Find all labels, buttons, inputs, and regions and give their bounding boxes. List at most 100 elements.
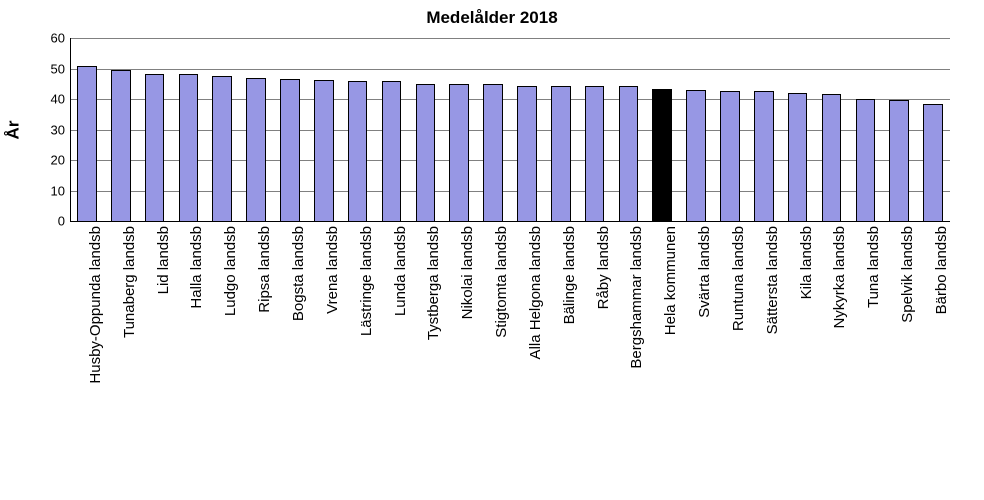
bar: [551, 86, 571, 222]
x-label-slot: Tuna landsb: [848, 226, 882, 496]
x-tick-label: Bälinge landsb: [561, 226, 578, 324]
bar-slot: [815, 38, 849, 222]
bar: [686, 90, 706, 222]
x-tick-label: Svärta landsb: [696, 226, 713, 318]
bar-slot: [848, 38, 882, 222]
x-tick-label: Ludgo landsb: [222, 226, 239, 316]
x-label-slot: Bogsta landsb: [273, 226, 307, 496]
bar: [652, 89, 672, 222]
bar-slot: [239, 38, 273, 222]
bar-slot: [612, 38, 646, 222]
bar-slot: [645, 38, 679, 222]
y-tick-label: 60: [51, 31, 71, 46]
bar: [179, 74, 199, 222]
x-label-slot: Husby-Oppunda landsb: [70, 226, 104, 496]
x-tick-label: Lid landsb: [155, 226, 172, 294]
bar: [754, 91, 774, 222]
bar-slot: [375, 38, 409, 222]
bar: [145, 74, 165, 222]
x-axis-labels: Husby-Oppunda landsb Tunaberg landsb Lid l…: [70, 226, 950, 496]
bar: [788, 93, 808, 222]
bar: [416, 84, 436, 222]
bar-slot: [408, 38, 442, 222]
bar: [314, 80, 334, 222]
x-tick-label: Runtuna landsb: [730, 226, 747, 331]
bar: [889, 100, 909, 222]
x-label-slot: Alla Helgona landsb: [510, 226, 544, 496]
bars-container: [70, 38, 950, 222]
y-axis-label: År: [4, 38, 23, 222]
bar-slot: [713, 38, 747, 222]
bar-slot: [307, 38, 341, 222]
chart-title: Medelålder 2018: [0, 8, 984, 28]
y-tick-label: 10: [51, 183, 71, 198]
x-tick-label: Hela kommunen: [662, 226, 679, 335]
bar-slot: [679, 38, 713, 222]
x-label-slot: Kila landsb: [781, 226, 815, 496]
bar: [720, 91, 740, 222]
x-tick-label: Tuna landsb: [865, 226, 882, 308]
x-tick-label: Ripsa landsb: [256, 226, 273, 313]
bar-chart: Medelålder 2018 År 0102030405060 Husby-O…: [0, 0, 984, 500]
bar-slot: [882, 38, 916, 222]
bar-slot: [476, 38, 510, 222]
x-label-slot: Nykyrka landsb: [815, 226, 849, 496]
bar: [449, 84, 469, 222]
x-label-slot: Sättersta landsb: [747, 226, 781, 496]
bar-slot: [510, 38, 544, 222]
bar: [348, 81, 368, 222]
x-label-slot: Lid landsb: [138, 226, 172, 496]
bar-slot: [747, 38, 781, 222]
x-tick-label: Alla Helgona landsb: [527, 226, 544, 359]
x-label-slot: Vrena landsb: [307, 226, 341, 496]
x-tick-label: Spelvik landsb: [899, 226, 916, 323]
bar-slot: [104, 38, 138, 222]
plot-area-container: 0102030405060: [70, 38, 950, 222]
y-tick-label: 20: [51, 153, 71, 168]
bar: [280, 79, 300, 222]
bar-slot: [442, 38, 476, 222]
x-label-slot: Stigtomta landsb: [476, 226, 510, 496]
bar: [619, 86, 639, 222]
x-tick-label: Kila landsb: [798, 226, 815, 299]
x-tick-label: Bärbo landsb: [933, 226, 950, 314]
bar: [483, 84, 503, 222]
bar-slot: [172, 38, 206, 222]
bar-slot: [916, 38, 950, 222]
bar: [856, 99, 876, 222]
x-tick-label: Husby-Oppunda landsb: [87, 226, 104, 384]
bar-slot: [138, 38, 172, 222]
x-label-slot: Lunda landsb: [375, 226, 409, 496]
y-tick-label: 0: [58, 214, 71, 229]
x-label-slot: Bälinge landsb: [544, 226, 578, 496]
bar: [822, 94, 842, 222]
bar: [111, 70, 131, 222]
x-label-slot: Ripsa landsb: [239, 226, 273, 496]
x-tick-label: Sättersta landsb: [764, 226, 781, 334]
x-tick-label: Lunda landsb: [392, 226, 409, 316]
bar: [382, 81, 402, 222]
x-tick-label: Halla landsb: [188, 226, 205, 309]
bar-slot: [70, 38, 104, 222]
x-label-slot: Tunaberg landsb: [104, 226, 138, 496]
bar-slot: [205, 38, 239, 222]
bar: [212, 76, 232, 222]
x-label-slot: Ludgo landsb: [205, 226, 239, 496]
x-tick-label: Tunaberg landsb: [121, 226, 138, 338]
bar: [246, 78, 266, 222]
bar-slot: [273, 38, 307, 222]
x-tick-label: Stigtomta landsb: [493, 226, 510, 338]
x-tick-label: Lästringe landsb: [358, 226, 375, 336]
x-tick-label: Vrena landsb: [324, 226, 341, 314]
x-label-slot: Tystberga landsb: [408, 226, 442, 496]
y-tick-label: 40: [51, 92, 71, 107]
x-tick-label: Tystberga landsb: [425, 226, 442, 340]
bar: [517, 86, 537, 222]
x-label-slot: Nikolai landsb: [442, 226, 476, 496]
x-tick-label: Nykyrka landsb: [831, 226, 848, 329]
x-label-slot: Runtuna landsb: [713, 226, 747, 496]
y-tick-label: 30: [51, 122, 71, 137]
x-label-slot: Lästringe landsb: [341, 226, 375, 496]
bar-slot: [781, 38, 815, 222]
bar: [77, 66, 97, 222]
